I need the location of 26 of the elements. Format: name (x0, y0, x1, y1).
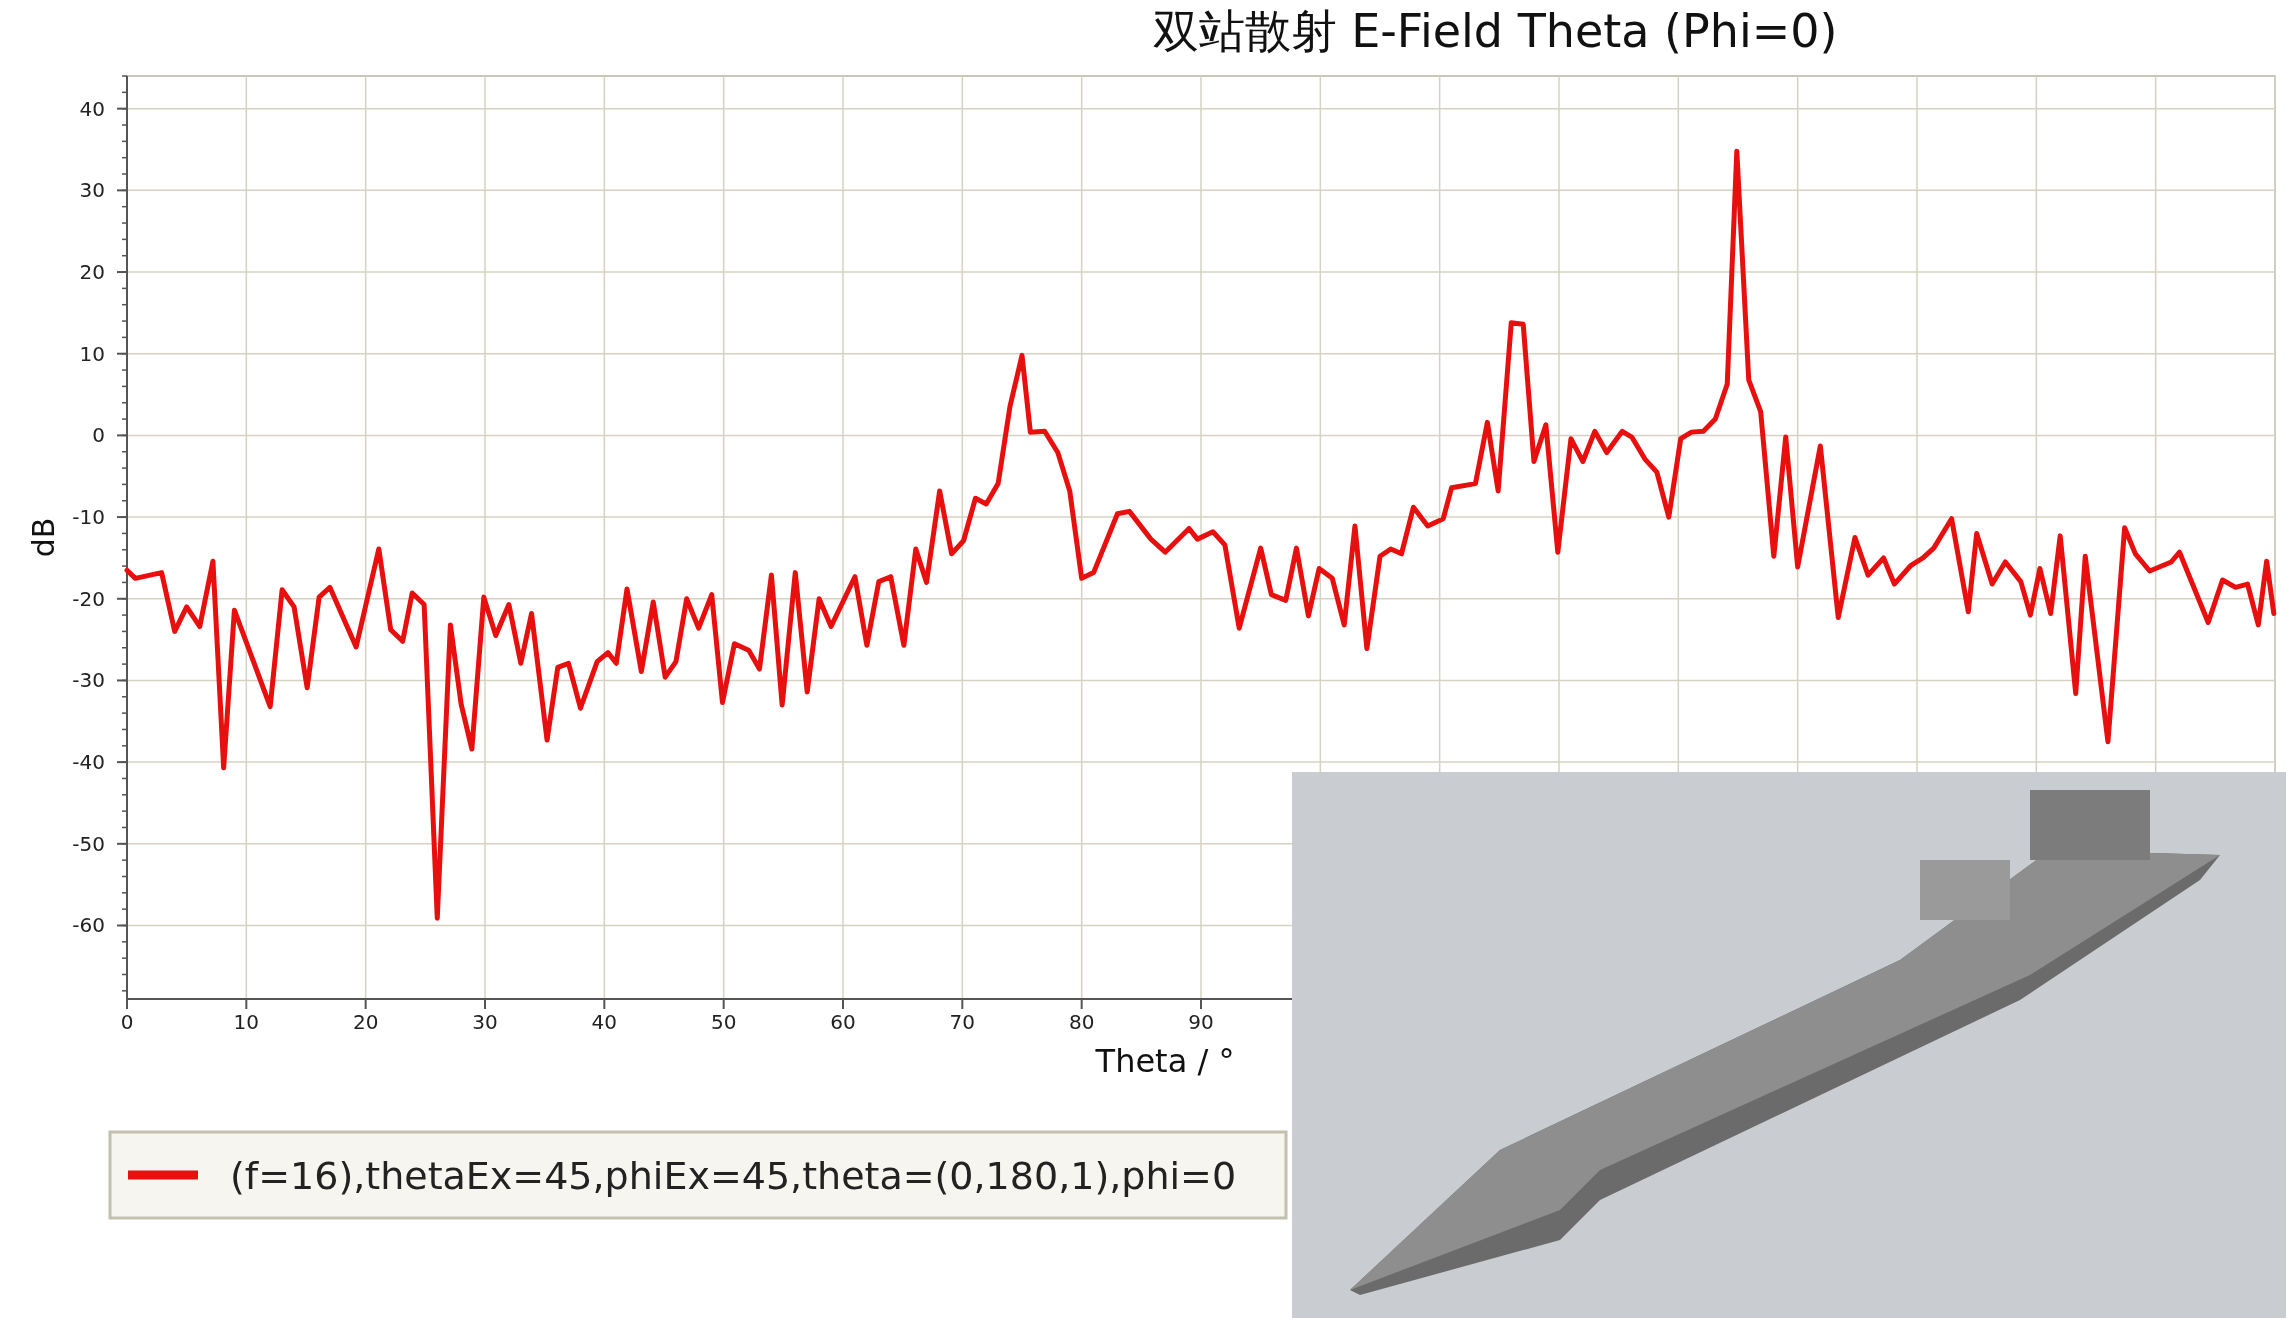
x-tick-label: 80 (1068, 1010, 1095, 1034)
y-axis-title: dB (26, 517, 61, 558)
x-tick-label: 90 (1188, 1010, 1214, 1034)
chart-title: 双站散射 E-Field Theta (Phi=0) (1152, 4, 1838, 58)
y-tick-label: -10 (72, 505, 105, 530)
y-tick-label: -40 (72, 750, 105, 775)
x-tick-label: 50 (710, 1010, 737, 1034)
y-tick-label: 10 (79, 341, 105, 366)
x-tick-label: 30 (472, 1010, 498, 1034)
y-tick-label: 20 (79, 260, 105, 285)
y-tick-label: -20 (72, 586, 105, 611)
x-tick-label: 20 (352, 1010, 379, 1034)
legend: (f=16),thetaEx=45,phiEx=45,theta=(0,180,1),phi=0 (108, 1130, 1288, 1220)
x-tick-label: 0 (120, 1010, 134, 1034)
x-tick-label: 40 (591, 1010, 618, 1034)
x-tick-label: 60 (830, 1010, 856, 1034)
x-axis-title: Theta / ° (1094, 1042, 1235, 1080)
y-tick-label: -50 (72, 831, 105, 856)
y-tick-label: 30 (79, 178, 105, 203)
y-tick-label: -60 (72, 913, 105, 938)
y-tick-label: -30 (72, 668, 105, 693)
legend-label: (f=16),thetaEx=45,phiEx=45,theta=(0,180,1),phi=0 (230, 1154, 1237, 1198)
y-tick-label: 40 (79, 96, 105, 121)
x-tick-label: 10 (233, 1010, 260, 1034)
y-tick-label: 0 (92, 423, 105, 448)
x-tick-label: 70 (949, 1010, 976, 1034)
